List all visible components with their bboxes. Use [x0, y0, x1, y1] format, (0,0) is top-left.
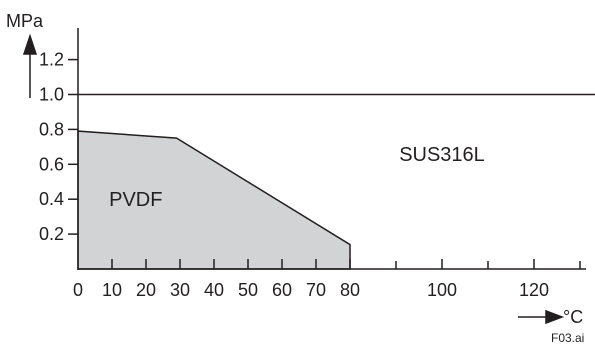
y-tick-label: 0.8 — [39, 119, 64, 139]
region-label-pvdf: PVDF — [109, 189, 162, 211]
x-tick-label: 70 — [306, 280, 326, 300]
y-axis-arrow-icon — [22, 33, 38, 98]
chart-ticks: 0.2 0.4 0.6 0.8 1.0 1.2 0 10 20 30 40 50 60 70 80 100 12… — [39, 50, 581, 300]
x-tick-label: 30 — [170, 280, 190, 300]
series-sus316l-boundary — [78, 93, 595, 96]
y-tick-label: 0.6 — [39, 154, 64, 174]
x-tick-label: 60 — [272, 280, 292, 300]
y-tick-label: 1.0 — [39, 85, 64, 105]
x-axis-unit: °C — [563, 307, 583, 327]
y-tick-label: 1.2 — [39, 50, 64, 70]
y-tick-label: 0.4 — [39, 189, 64, 209]
x-tick-label: 0 — [73, 280, 83, 300]
x-tick-label: 10 — [102, 280, 122, 300]
x-axis-arrow-icon — [518, 309, 565, 325]
y-axis-unit: MPa — [6, 11, 44, 31]
x-tick-label: 100 — [427, 280, 457, 300]
x-tick-label: 20 — [136, 280, 156, 300]
y-tick-label: 0.2 — [39, 224, 64, 244]
chart-axes — [22, 28, 586, 325]
file-label: F03.ai — [551, 331, 584, 345]
region-label-sus316l: SUS316L — [399, 144, 485, 166]
chart-regions — [77, 93, 595, 270]
x-tick-label: 40 — [204, 280, 224, 300]
x-tick-label: 120 — [519, 280, 549, 300]
x-tick-label: 50 — [238, 280, 258, 300]
x-tick-label: 80 — [340, 280, 360, 300]
chart-labels: MPa °C F03.ai SUS316L PVDF — [6, 11, 584, 345]
